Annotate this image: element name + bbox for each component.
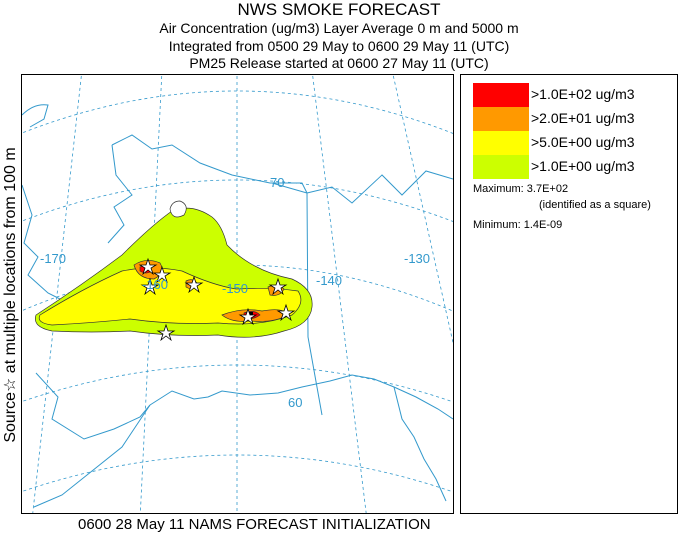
- source-star-4: [184, 275, 204, 294]
- source-location-text: Source☆ at multiple locations from 100 m: [2, 146, 19, 443]
- lon-label-130: -130: [404, 251, 430, 266]
- map-canvas: -170 -160 -150 -140 -130 70 60: [22, 75, 453, 513]
- forecast-subtitle-concentration: Air Concentration (ug/m3) Layer Average …: [159, 20, 519, 36]
- lon-label-160: -160: [142, 277, 168, 292]
- source-star-6: [238, 307, 258, 326]
- lat-line-80: [22, 90, 453, 134]
- source-location-label: Source☆ at multiple locations from 100 m: [0, 73, 20, 516]
- lat-label-60: 60: [288, 395, 302, 410]
- coast-gulf-of-alaska: [149, 374, 453, 420]
- legend-item-gt-5: >5.0E+00 ug/m3: [473, 131, 673, 155]
- source-star-7: [268, 277, 288, 296]
- graticule-labels: -170 -160 -150 -140 -130 70 60: [40, 175, 430, 410]
- plume-gap: [169, 200, 187, 218]
- legend-swatch-yellow: [473, 131, 529, 155]
- forecast-subtitle-integration: Integrated from 0500 29 May to 0600 29 M…: [168, 38, 510, 54]
- lat-line-70: [22, 179, 453, 222]
- legend-swatch-red: [473, 83, 529, 107]
- lon-label-150: -150: [222, 281, 248, 296]
- lon-line-140: [312, 75, 367, 513]
- maximum-value: Maximum: 3.7E+02: [473, 183, 569, 195]
- lon-label-170: -170: [40, 251, 66, 266]
- legend-label-gt-1: >1.0E+00 ug/m3: [531, 158, 635, 174]
- forecast-initialization: 0600 28 May 11 NAMS FORECAST INITIALIZAT…: [78, 516, 431, 533]
- forecast-subtitle-release: PM25 Release started at 0600 27 May 11 (…: [189, 55, 489, 71]
- legend-item-gt-100: >1.0E+02 ug/m3: [473, 83, 673, 107]
- legend-swatch-orange: [473, 107, 529, 131]
- source-star-5: [156, 323, 176, 342]
- coast-kotzebue: [107, 144, 133, 244]
- smoke-map: -170 -160 -150 -140 -130 70 60: [21, 74, 454, 514]
- minimum-value: Minimum: 1.4E-09: [473, 219, 563, 231]
- coast-arctic-north: [111, 134, 308, 194]
- maximum-note: (identified as a square): [539, 199, 651, 211]
- legend-item-gt-1: >1.0E+00 ug/m3: [473, 155, 673, 179]
- source-star-8: [276, 303, 296, 322]
- lon-label-140: -140: [316, 273, 342, 288]
- border-alaska-canada: [271, 182, 323, 416]
- lon-line-130: [392, 75, 453, 345]
- smoke-plume: [35, 200, 313, 338]
- legend-label-gt-5: >5.0E+00 ug/m3: [531, 134, 635, 150]
- coast-southeast-panhandle: [393, 386, 447, 502]
- coast-bristol-bay: [35, 372, 151, 440]
- coast-siberia: [22, 104, 49, 128]
- source-star-1: [138, 257, 158, 276]
- coast-alaska-peninsula: [33, 404, 151, 508]
- coast-canadian-arctic: [306, 170, 453, 204]
- legend-label-gt-20: >2.0E+01 ug/m3: [531, 110, 635, 126]
- source-star-3: [140, 277, 160, 296]
- lat-label-70: 70: [270, 175, 284, 190]
- legend-label-gt-100: >1.0E+02 ug/m3: [531, 86, 635, 102]
- maximum-square-marker: [248, 312, 253, 317]
- source-star-2: [152, 265, 172, 284]
- legend-item-gt-20: >2.0E+01 ug/m3: [473, 107, 673, 131]
- forecast-title: NWS SMOKE FORECAST: [237, 0, 441, 19]
- legend-swatch-lime: [473, 155, 529, 179]
- coastline: [22, 104, 453, 508]
- lat-line-65: [22, 264, 453, 312]
- concentration-legend: >1.0E+02 ug/m3 >2.0E+01 ug/m3 >5.0E+00 u…: [460, 74, 678, 514]
- source-markers: [138, 257, 296, 342]
